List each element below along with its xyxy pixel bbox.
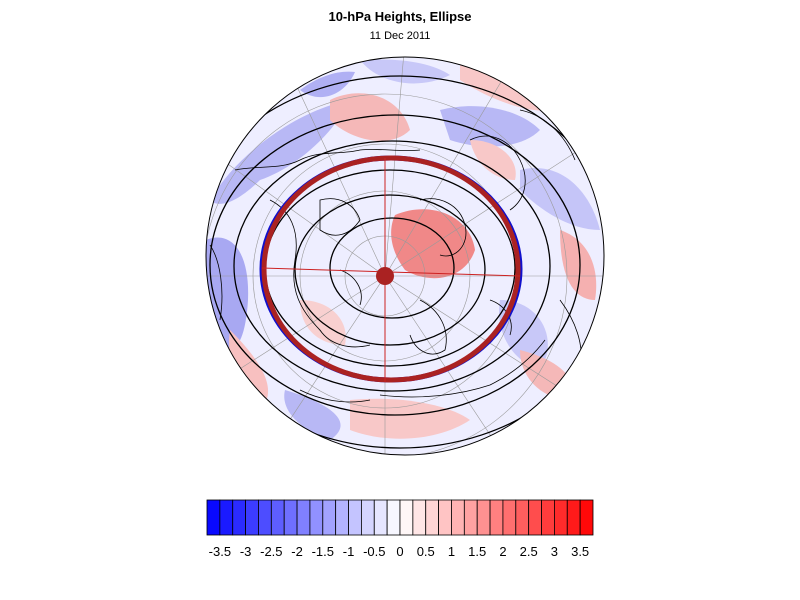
colorbar-tick-label: 1: [448, 544, 455, 559]
colorbar-tick-label: -3: [240, 544, 252, 559]
colorbar-box: [476, 499, 491, 536]
colorbar-tick-label: 2: [499, 544, 506, 559]
colorbar-tick-label: 1.5: [468, 544, 486, 559]
colorbar-box: [566, 499, 581, 536]
colorbar-box: [425, 499, 440, 536]
colorbar-box: [373, 499, 388, 536]
colorbar-box: [412, 499, 427, 536]
colorbar-tick-label: -1.5: [312, 544, 334, 559]
colorbar-box: [579, 499, 594, 536]
colorbar-box: [554, 499, 568, 536]
colorbar-box: [515, 499, 530, 536]
map-title: 10-hPa Heights, Ellipse: [328, 9, 472, 24]
colorbar-box: [283, 499, 298, 536]
colorbar-box: [386, 499, 401, 536]
colorbar-tick-label: 3: [551, 544, 558, 559]
colorbar-box: [296, 499, 311, 536]
colorbar-tick-label: -0.5: [363, 544, 385, 559]
colorbar-tick-label: -2: [291, 544, 303, 559]
colorbar-box: [463, 499, 478, 536]
map-date: 11 Dec 2011: [369, 30, 431, 42]
colorbar-box: [206, 499, 221, 536]
coastlines: [209, 109, 582, 403]
colorbar-box: [258, 499, 272, 536]
colorbar-tick-label: -1: [343, 544, 355, 559]
colorbar-box: [528, 499, 542, 536]
colorbar-tick-label: -2.5: [260, 544, 282, 559]
colorbar-box: [322, 499, 337, 536]
colorbar-box: [219, 499, 234, 536]
colorbar-box: [309, 499, 324, 536]
colorbar-box: [502, 499, 517, 536]
colorbar-box: [270, 499, 285, 536]
colorbar-box: [232, 499, 247, 536]
colorbar-tick-label: -3.5: [209, 544, 231, 559]
colorbar-box: [438, 499, 452, 536]
colorbar-boxes: [206, 499, 594, 536]
colorbar-tick-label: 0.5: [417, 544, 435, 559]
vortex-ellipse-inner: [261, 155, 521, 383]
colorbar-box: [245, 499, 259, 536]
colorbar-box: [451, 499, 465, 536]
globe-outline: [205, 56, 605, 456]
colorbar-box: [348, 499, 362, 536]
vortex-center-marker: [376, 267, 394, 285]
colorbar-tick-label: 0: [396, 544, 403, 559]
colorbar-box: [541, 499, 555, 536]
colorbar-box: [335, 499, 349, 536]
colorbar-box: [489, 499, 504, 536]
colorbar-labels: -3.5 -3 -2.5 -2 -1.5 -1 -0.5 0 0.5 1 1.5 2 2.5 3 3.5: [209, 544, 590, 559]
colorbar-box: [360, 499, 375, 536]
colorbar-tick-label: 2.5: [520, 544, 538, 559]
colorbar-box: [399, 499, 414, 536]
colorbar-tick-label: 3.5: [571, 544, 589, 559]
